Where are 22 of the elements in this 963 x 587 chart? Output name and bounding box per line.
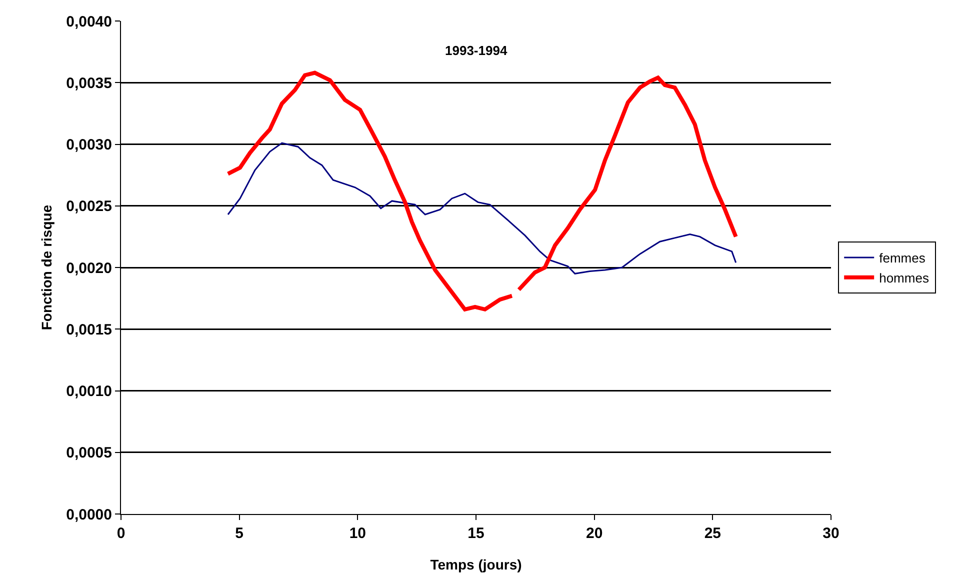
text: 1993-1994 [445,43,508,58]
y-tick-label: 0,0005 [66,444,112,462]
x-tick-label: 25 [704,525,722,542]
y-tick-label: 0,0030 [66,136,112,154]
y-tick-label: 0,0035 [66,74,112,92]
x-tick-label: 5 [235,525,244,542]
y-axis-title: Fonction de risque [38,204,55,330]
y-tick-label: 0,0020 [66,260,112,277]
y-tick-label: 0,0010 [66,383,112,400]
x-tick-label: 20 [586,525,603,542]
x-tick-label: 0 [116,525,126,542]
y-tick-label: 0,0000 [66,506,112,524]
x-tick-label: 15 [468,525,484,542]
legend-label: hommes [879,270,930,286]
x-tick-label: 10 [349,525,366,542]
x-axis-title: Temps (jours) [430,556,522,572]
x-tick-label: 30 [822,525,840,542]
y-tick-label: 0,0025 [66,198,112,216]
y-tick-label: 0,0015 [66,321,112,338]
y-tick-label: 0,0040 [66,13,112,30]
line-series [227,142,737,274]
legend-label: femmes [879,250,926,266]
